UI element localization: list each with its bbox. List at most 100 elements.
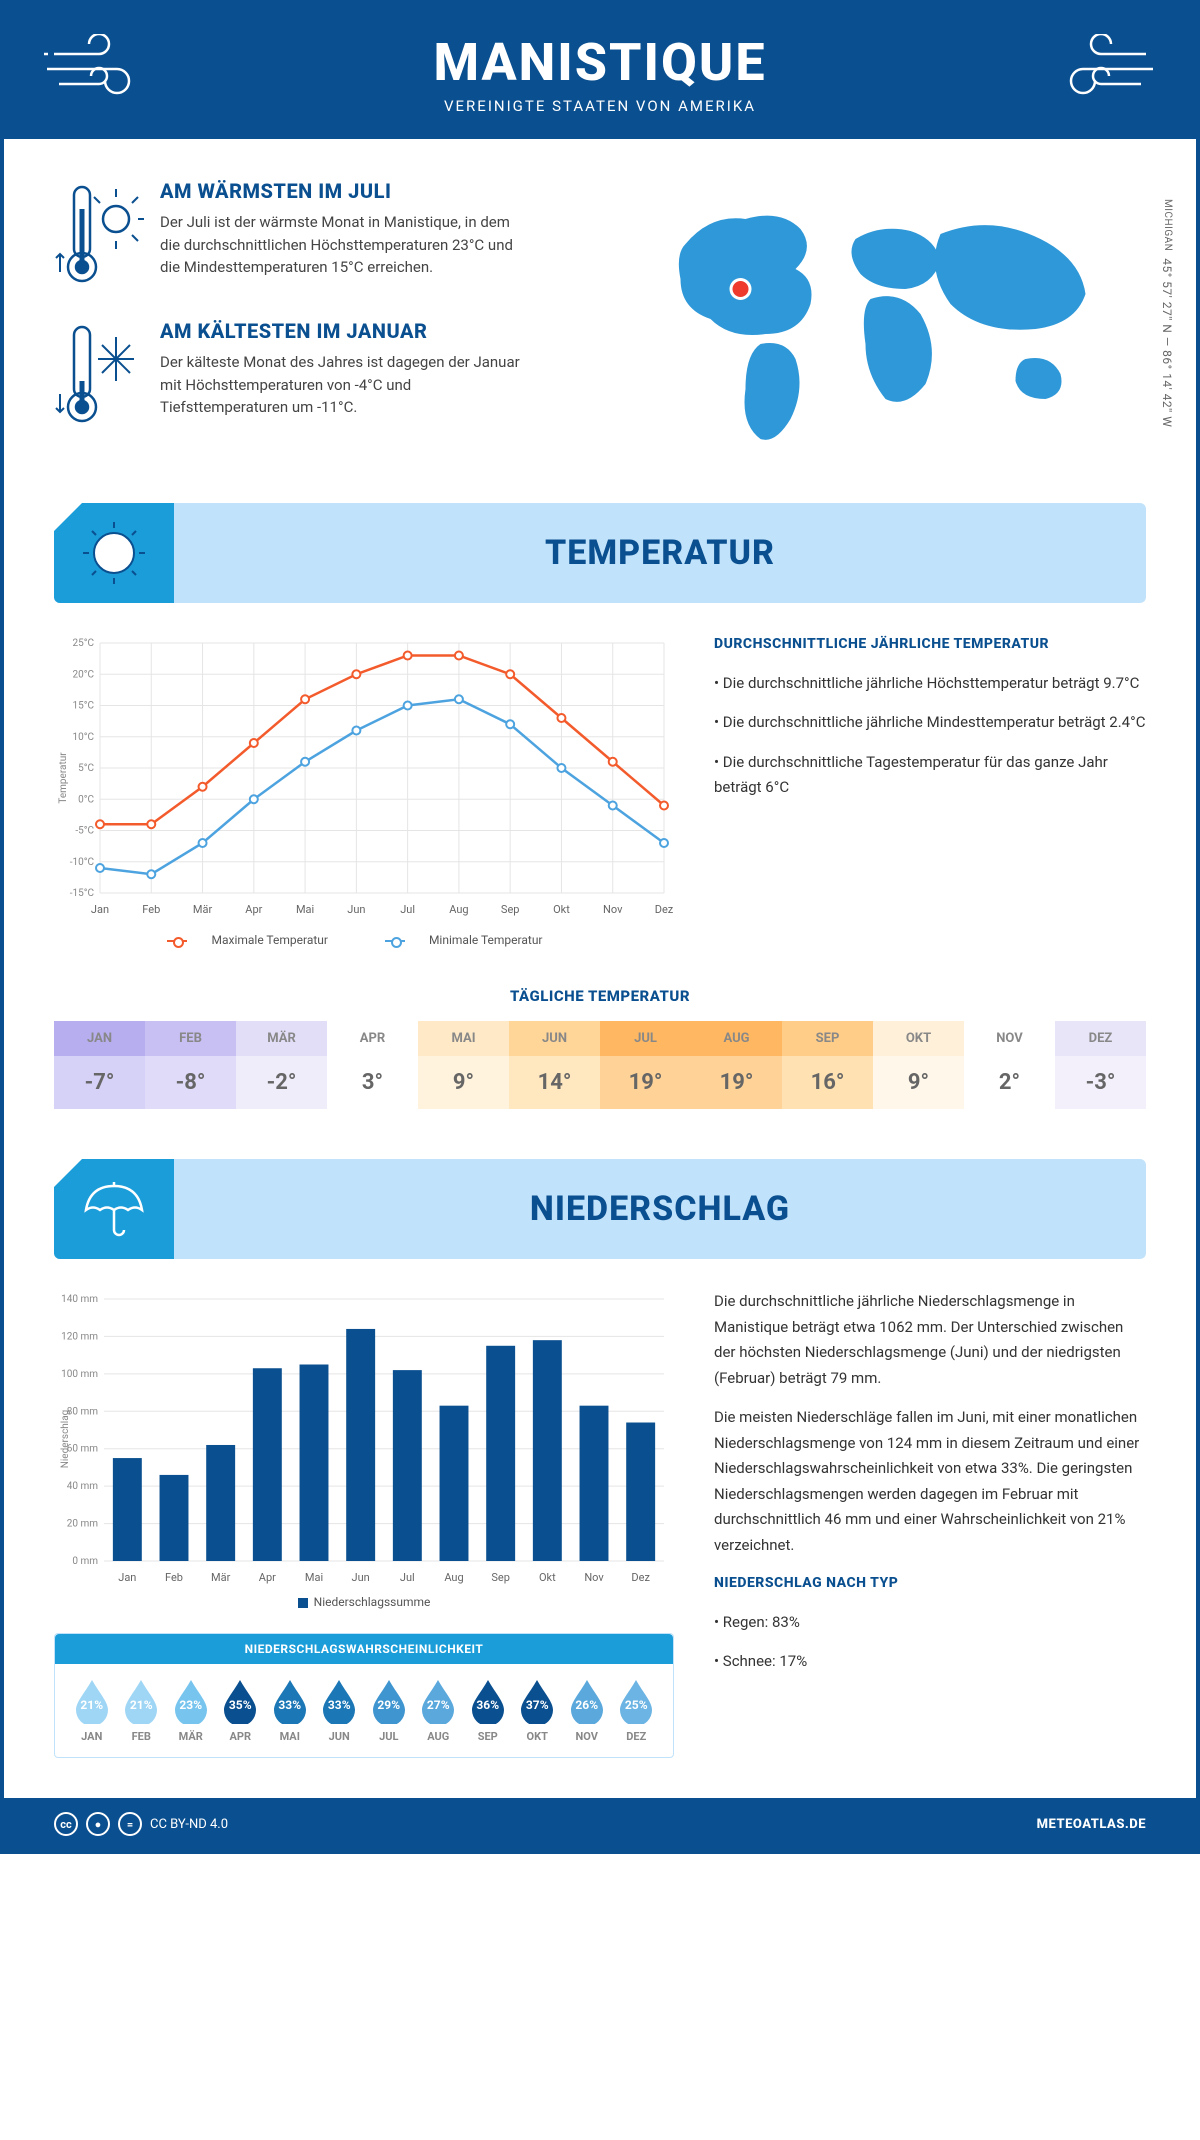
svg-text:Temperatur: Temperatur	[58, 752, 69, 804]
svg-text:-15°C: -15°C	[70, 888, 95, 899]
coldest-block: AM KÄLTESTEN IM JANUAR Der kälteste Mona…	[54, 319, 585, 429]
thermometer-hot-icon	[54, 179, 144, 289]
svg-text:Aug: Aug	[444, 1571, 463, 1584]
temp-table-cell: JUL 19°	[600, 1021, 691, 1109]
precip-probability-box: NIEDERSCHLAGSWAHRSCHEINLICHKEIT 21% JAN …	[54, 1633, 674, 1758]
warmest-block: AM WÄRMSTEN IM JULI Der Juli ist der wär…	[54, 179, 585, 289]
warmest-text: Der Juli ist der wärmste Monat in Manist…	[160, 211, 520, 279]
temp-table-cell: SEP 16°	[782, 1021, 873, 1109]
svg-text:Sep: Sep	[501, 903, 520, 916]
prob-cell: 33% MAI	[265, 1678, 315, 1743]
svg-text:Dez: Dez	[631, 1571, 650, 1584]
svg-text:15°C: 15°C	[73, 701, 95, 712]
svg-text:Aug: Aug	[449, 903, 468, 916]
sun-icon	[79, 518, 149, 588]
svg-text:Jan: Jan	[118, 1571, 136, 1584]
svg-text:Nov: Nov	[603, 903, 623, 916]
svg-text:Apr: Apr	[259, 1571, 276, 1584]
header-bar: MANISTIQUE VEREINIGTE STAATEN VON AMERIK…	[4, 4, 1196, 139]
svg-text:140 mm: 140 mm	[61, 1294, 98, 1305]
svg-text:120 mm: 120 mm	[61, 1331, 98, 1342]
prob-cell: 27% AUG	[414, 1678, 464, 1743]
section-niederschlag: NIEDERSCHLAG	[54, 1159, 1146, 1259]
prob-cell: 23% MÄR	[166, 1678, 216, 1743]
prob-cell: 21% FEB	[117, 1678, 167, 1743]
country-subtitle: VEREINIGTE STAATEN VON AMERIKA	[4, 97, 1196, 115]
precipitation-bar-chart: 0 mm20 mm40 mm60 mm80 mm100 mm120 mm140 …	[54, 1289, 674, 1589]
prob-cell: 21% JAN	[67, 1678, 117, 1743]
footer: cc ● = CC BY-ND 4.0 METEOATLAS.DE	[4, 1798, 1196, 1850]
city-title: MANISTIQUE	[4, 32, 1196, 93]
wind-icon	[1046, 34, 1156, 104]
svg-text:Jul: Jul	[400, 903, 415, 916]
temp-table-cell: MAI 9°	[418, 1021, 509, 1109]
temp-table-cell: AUG 19°	[691, 1021, 782, 1109]
coordinates: MICHIGAN 45° 57' 27'' N — 86° 14' 42'' W	[1160, 199, 1174, 427]
svg-text:Dez: Dez	[655, 903, 674, 916]
svg-text:20 mm: 20 mm	[67, 1519, 98, 1530]
precip-paragraph: Die meisten Niederschläge fallen im Juni…	[714, 1405, 1146, 1558]
svg-text:10°C: 10°C	[73, 732, 95, 743]
section-title: NIEDERSCHLAG	[174, 1189, 1146, 1229]
precip-paragraph: Die durchschnittliche jährliche Niedersc…	[714, 1289, 1146, 1391]
temp-table-cell: JAN -7°	[54, 1021, 145, 1109]
svg-text:Mai: Mai	[296, 903, 314, 916]
svg-text:5°C: 5°C	[78, 763, 94, 774]
svg-text:0°C: 0°C	[78, 794, 94, 805]
prob-cell: 26% NOV	[562, 1678, 612, 1743]
world-map: MICHIGAN 45° 57' 27'' N — 86° 14' 42'' W	[615, 179, 1146, 463]
svg-text:Nov: Nov	[584, 1571, 604, 1584]
precip-type-item: • Regen: 83%	[714, 1610, 1146, 1636]
svg-text:20°C: 20°C	[73, 669, 95, 680]
temp-table-cell: MÄR -2°	[236, 1021, 327, 1109]
svg-text:Jan: Jan	[91, 903, 109, 916]
temp-table-cell: APR 3°	[327, 1021, 418, 1109]
svg-text:40 mm: 40 mm	[67, 1481, 98, 1492]
temp-bullet: • Die durchschnittliche Tagestemperatur …	[714, 750, 1146, 801]
prob-cell: 29% JUL	[364, 1678, 414, 1743]
temperature-line-chart: -15°C-10°C-5°C0°C5°C10°C15°C20°C25°CJanF…	[54, 633, 674, 923]
svg-text:Jun: Jun	[352, 1571, 370, 1584]
brand: METEOATLAS.DE	[1037, 1817, 1146, 1832]
temp-table-cell: JUN 14°	[509, 1021, 600, 1109]
svg-text:Apr: Apr	[245, 903, 262, 916]
cc-icon: cc	[54, 1812, 78, 1836]
prob-cell: 35% APR	[216, 1678, 266, 1743]
coldest-text: Der kälteste Monat des Jahres ist dagege…	[160, 351, 520, 419]
temp-bullet: • Die durchschnittliche jährliche Mindes…	[714, 710, 1146, 736]
by-icon: ●	[86, 1812, 110, 1836]
svg-text:Jul: Jul	[400, 1571, 415, 1584]
svg-text:Feb: Feb	[142, 903, 160, 916]
bar-chart-legend: Niederschlagssumme	[54, 1595, 674, 1609]
temp-table-cell: FEB -8°	[145, 1021, 236, 1109]
temp-table-cell: NOV 2°	[964, 1021, 1055, 1109]
section-temperatur: TEMPERATUR	[54, 503, 1146, 603]
umbrella-icon	[79, 1174, 149, 1244]
section-title: TEMPERATUR	[174, 533, 1146, 573]
precip-type-item: • Schnee: 17%	[714, 1649, 1146, 1675]
svg-text:Mär: Mär	[193, 903, 213, 916]
temp-text-title: DURCHSCHNITTLICHE JÄHRLICHE TEMPERATUR	[714, 633, 1146, 657]
daily-temp-title: TÄGLICHE TEMPERATUR	[54, 987, 1146, 1005]
temp-table-cell: OKT 9°	[873, 1021, 964, 1109]
coldest-title: AM KÄLTESTEN IM JANUAR	[160, 319, 520, 343]
svg-text:60 mm: 60 mm	[67, 1444, 98, 1455]
svg-text:-10°C: -10°C	[70, 857, 95, 868]
prob-cell: 25% DEZ	[612, 1678, 662, 1743]
temp-bullet: • Die durchschnittliche jährliche Höchst…	[714, 671, 1146, 697]
prob-title: NIEDERSCHLAGSWAHRSCHEINLICHKEIT	[55, 1634, 673, 1664]
wind-icon	[44, 34, 154, 104]
svg-text:80 mm: 80 mm	[67, 1406, 98, 1417]
svg-text:Mär: Mär	[211, 1571, 231, 1584]
temp-table-cell: DEZ -3°	[1055, 1021, 1146, 1109]
svg-text:Okt: Okt	[539, 1571, 556, 1584]
nd-icon: =	[118, 1812, 142, 1836]
svg-text:100 mm: 100 mm	[61, 1369, 98, 1380]
precip-type-title: NIEDERSCHLAG NACH TYP	[714, 1572, 1146, 1596]
thermometer-cold-icon	[54, 319, 144, 429]
license-text: CC BY-ND 4.0	[150, 1817, 228, 1832]
svg-text:Jun: Jun	[347, 903, 365, 916]
svg-text:Sep: Sep	[491, 1571, 510, 1584]
warmest-title: AM WÄRMSTEN IM JULI	[160, 179, 520, 203]
svg-text:Mai: Mai	[305, 1571, 323, 1584]
